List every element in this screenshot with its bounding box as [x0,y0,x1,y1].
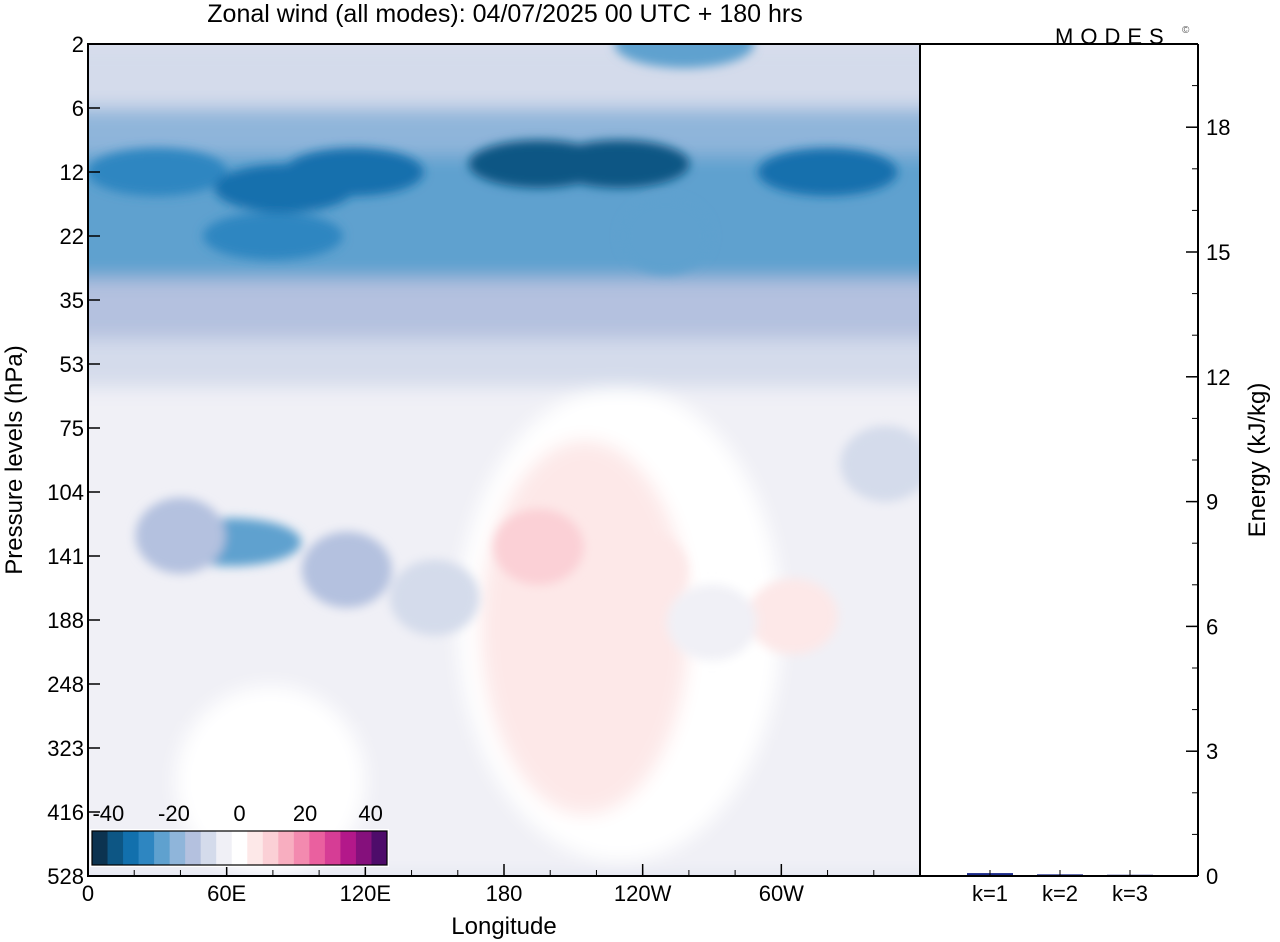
colorbar-swatch [200,831,217,865]
contour-feature [840,425,920,502]
colorbar-swatch [154,831,171,865]
y-axis-label: Pressure levels (hPa) [1,345,28,574]
contour-feature [667,584,757,661]
colorbar-swatch [309,831,326,865]
colorbar-swatch [138,831,155,865]
energy-category-label: k=3 [1112,881,1148,906]
x-tick-label: 60W [759,881,804,906]
y-tick-label: 104 [47,480,84,505]
y-tick-label: 416 [47,800,84,825]
energy-tick-label: 3 [1206,739,1218,764]
energy-tick-label: 9 [1206,490,1218,515]
x-tick-label: 0 [82,881,94,906]
logo-mark: © [1182,25,1190,36]
colorbar-swatch [123,831,140,865]
colorbar-tick-label: 0 [233,801,245,826]
y-tick-label: 248 [47,672,84,697]
contour-band [88,338,920,387]
contour-feature [202,212,343,260]
energy-axis: 0 3 6 9 12 15 18 [1186,43,1230,889]
colorbar-swatch [169,831,186,865]
energy-category-label: k=2 [1042,881,1078,906]
colorbar-swatch [216,831,233,865]
colorbar-swatch [185,831,202,865]
y-tick-label: 323 [47,736,84,761]
y-tick-label: 22 [60,224,84,249]
y-tick-label: 2 [72,32,84,57]
y-tick-label: 188 [47,608,84,633]
contour-band [88,44,920,108]
contour-feature [597,531,688,608]
energy-tick-label: 6 [1206,614,1218,639]
energy-tick-label: 0 [1206,864,1218,889]
colorbar-swatch [262,831,279,865]
energy-axis-label: Energy (kJ/kg) [1244,383,1271,538]
y-tick-label: 53 [60,352,84,377]
contour-feature [389,559,480,636]
colorbar-swatch [293,831,310,865]
colorbar: -40 -20 0 20 40 [90,801,389,867]
colorbar-swatch [247,831,264,865]
chart-title: Zonal wind (all modes): 04/07/2025 00 UT… [207,0,802,28]
y-tick-label: 12 [60,160,84,185]
x-tick-label: 120W [614,881,672,906]
colorbar-swatch [231,831,248,865]
y-tick-label: 528 [47,864,84,889]
y-tick-label: 141 [47,544,84,569]
colorbar-tick-label: -40 [92,801,124,826]
wind-contour-field [88,44,920,876]
contour-feature [301,531,392,608]
energy-category-label: k=1 [972,881,1008,906]
pressure-axis: 2 6 12 22 35 53 75 104 141 188 248 323 416 528 [47,32,100,889]
contour-feature [549,139,690,188]
energy-panel-background [920,44,1198,876]
contour-feature [614,44,755,68]
contour-feature [493,508,584,585]
contour-region [175,685,366,876]
x-tick-label: 120E [340,881,391,906]
energy-tick-label: 18 [1206,115,1230,140]
energy-tick-label: 15 [1206,240,1230,265]
colorbar-swatch [355,831,372,865]
colorbar-tick-label: 40 [358,801,382,826]
colorbar-swatch [340,831,357,865]
contour-band [88,278,920,339]
contour-region [480,440,689,815]
colorbar-swatch [371,831,388,865]
contour-feature [620,198,711,274]
contour-feature [757,148,898,196]
colorbar-swatch [324,831,341,865]
colorbar-tick-label: 20 [293,801,317,826]
contour-feature [747,578,838,655]
y-tick-label: 75 [60,416,84,441]
colorbar-swatch [92,831,109,865]
colorbar-frame [91,830,388,866]
x-tick-label: 180 [486,881,523,906]
longitude-axis: 0 60E 120E 180 120W 60W [82,864,875,906]
contour-feature [135,497,226,574]
colorbar-tick-label: -20 [158,801,190,826]
contour-feature [283,148,424,196]
colorbar-swatch [278,831,295,865]
colorbar-swatch [107,831,124,865]
y-tick-label: 35 [60,288,84,313]
y-tick-label: 6 [72,96,84,121]
contour-feature [88,148,228,196]
x-axis-label: Longitude [451,913,556,940]
energy-tick-label: 12 [1206,365,1230,390]
x-tick-label: 60E [207,881,246,906]
